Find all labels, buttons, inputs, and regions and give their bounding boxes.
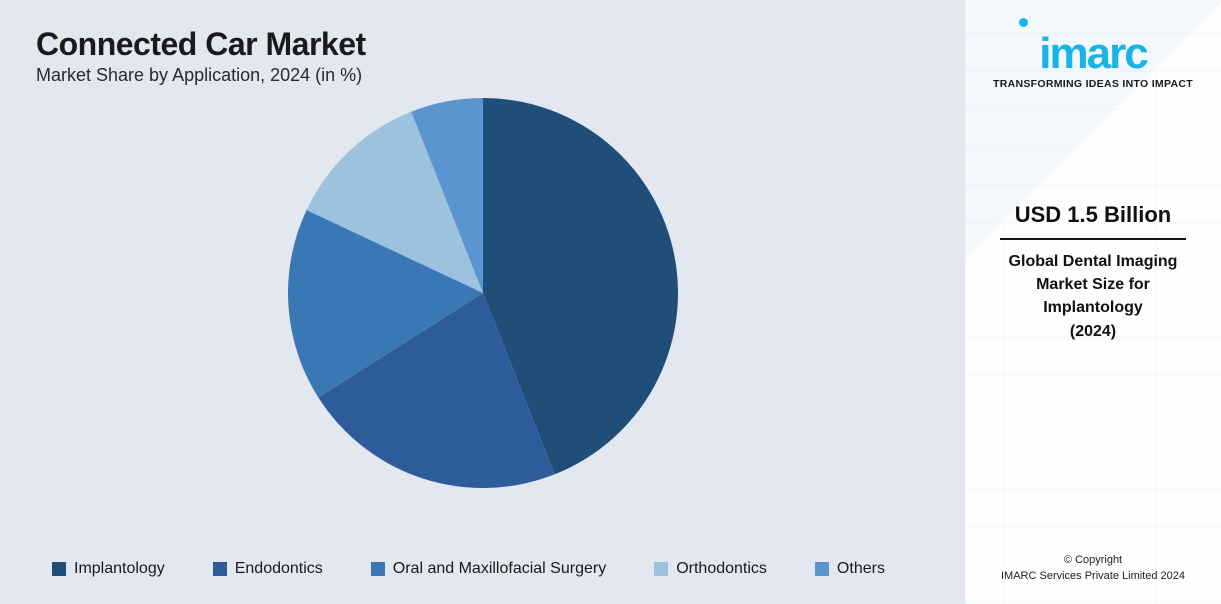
chart-legend: Implantology Endodontics Oral and Maxillof…	[52, 560, 885, 578]
imarc-logo: imarc	[983, 32, 1203, 76]
logo-dot-icon	[1019, 18, 1028, 27]
pie-svg	[288, 98, 678, 488]
stat-desc-line: (2024)	[983, 320, 1203, 343]
logo-text: imarc	[1039, 29, 1146, 78]
legend-swatch-icon	[213, 562, 227, 576]
legend-label: Orthodontics	[676, 560, 767, 578]
pie-chart	[36, 98, 929, 488]
legend-label: Oral and Maxillofacial Surgery	[393, 560, 606, 578]
legend-item: Oral and Maxillofacial Surgery	[371, 560, 606, 578]
side-panel: imarc TRANSFORMING IDEAS INTO IMPACT USD…	[965, 0, 1221, 604]
copyright-line: IMARC Services Private Limited 2024	[983, 569, 1203, 584]
legend-label: Implantology	[74, 560, 165, 578]
chart-panel: Connected Car Market Market Share by App…	[0, 0, 965, 604]
legend-item: Orthodontics	[654, 560, 767, 578]
copyright: © Copyright IMARC Services Private Limit…	[983, 553, 1203, 584]
logo-tagline: TRANSFORMING IDEAS INTO IMPACT	[983, 78, 1203, 90]
chart-subtitle: Market Share by Application, 2024 (in %)	[36, 65, 929, 86]
legend-label: Others	[837, 560, 885, 578]
stat-block: USD 1.5 Billion Global Dental Imaging Ma…	[983, 202, 1203, 343]
legend-swatch-icon	[371, 562, 385, 576]
stat-divider	[1000, 238, 1186, 240]
stat-description: Global Dental Imaging Market Size for Im…	[983, 250, 1203, 343]
legend-swatch-icon	[654, 562, 668, 576]
legend-item: Implantology	[52, 560, 165, 578]
chart-title: Connected Car Market	[36, 26, 929, 63]
copyright-line: © Copyright	[983, 553, 1203, 568]
stat-value: USD 1.5 Billion	[983, 202, 1203, 228]
legend-item: Others	[815, 560, 885, 578]
legend-swatch-icon	[52, 562, 66, 576]
legend-label: Endodontics	[235, 560, 323, 578]
stat-desc-line: Global Dental Imaging	[983, 250, 1203, 273]
legend-item: Endodontics	[213, 560, 323, 578]
stat-desc-line: Market Size for	[983, 273, 1203, 296]
legend-swatch-icon	[815, 562, 829, 576]
stat-desc-line: Implantology	[983, 296, 1203, 319]
